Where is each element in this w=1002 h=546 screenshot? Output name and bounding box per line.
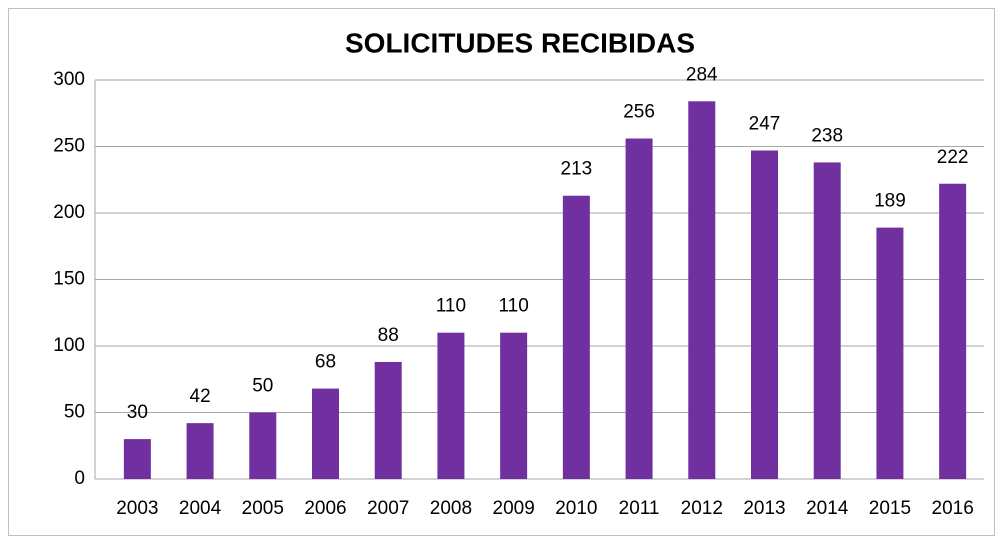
x-tick-label: 2015 bbox=[869, 498, 911, 519]
value-label: 247 bbox=[749, 114, 781, 135]
bar bbox=[500, 332, 528, 479]
value-label: 88 bbox=[378, 325, 399, 346]
bar bbox=[813, 162, 841, 479]
x-tick-label: 2005 bbox=[242, 498, 284, 519]
value-label: 284 bbox=[686, 64, 718, 85]
bar bbox=[249, 412, 277, 479]
bar bbox=[625, 138, 653, 479]
value-label: 189 bbox=[874, 191, 906, 212]
x-tick-label: 2014 bbox=[806, 498, 849, 519]
y-tick-label: 300 bbox=[53, 69, 85, 90]
x-tick-label: 2010 bbox=[555, 498, 597, 519]
bar bbox=[437, 332, 465, 479]
bar bbox=[939, 183, 967, 480]
value-label: 110 bbox=[436, 296, 466, 317]
bar bbox=[374, 361, 402, 479]
value-label: 50 bbox=[252, 376, 273, 397]
value-label: 110 bbox=[498, 296, 528, 317]
value-label: 213 bbox=[561, 159, 593, 180]
value-label: 256 bbox=[623, 102, 655, 123]
bar bbox=[876, 227, 904, 479]
value-label: 68 bbox=[315, 352, 336, 373]
x-tick-label: 2013 bbox=[743, 498, 785, 519]
value-label: 42 bbox=[190, 386, 211, 407]
bar bbox=[562, 195, 590, 479]
x-tick-label: 2011 bbox=[619, 498, 660, 519]
x-tick-label: 2008 bbox=[430, 498, 472, 519]
bar bbox=[688, 101, 716, 479]
y-tick-label: 150 bbox=[53, 269, 85, 290]
x-tick-label: 2006 bbox=[304, 498, 346, 519]
x-tick-label: 2003 bbox=[116, 498, 158, 519]
x-tick-label: 2004 bbox=[179, 498, 222, 519]
bar bbox=[186, 423, 214, 479]
y-tick-label: 250 bbox=[53, 136, 85, 157]
value-label: 238 bbox=[811, 125, 843, 146]
value-label: 30 bbox=[127, 402, 148, 423]
value-label: 222 bbox=[937, 147, 969, 168]
x-tick-label: 2016 bbox=[932, 498, 974, 519]
chart-title: SOLICITUDES RECIBIDAS bbox=[345, 27, 695, 58]
y-tick-label: 200 bbox=[53, 202, 85, 223]
x-tick-label: 2012 bbox=[681, 498, 723, 519]
y-tick-label: 0 bbox=[74, 468, 85, 489]
y-tick-label: 100 bbox=[53, 335, 85, 356]
x-tick-label: 2009 bbox=[493, 498, 535, 519]
bar bbox=[751, 150, 778, 480]
bar bbox=[312, 388, 339, 479]
x-tick-label: 2007 bbox=[367, 498, 409, 519]
y-tick-label: 50 bbox=[64, 402, 85, 423]
bar bbox=[123, 439, 151, 479]
